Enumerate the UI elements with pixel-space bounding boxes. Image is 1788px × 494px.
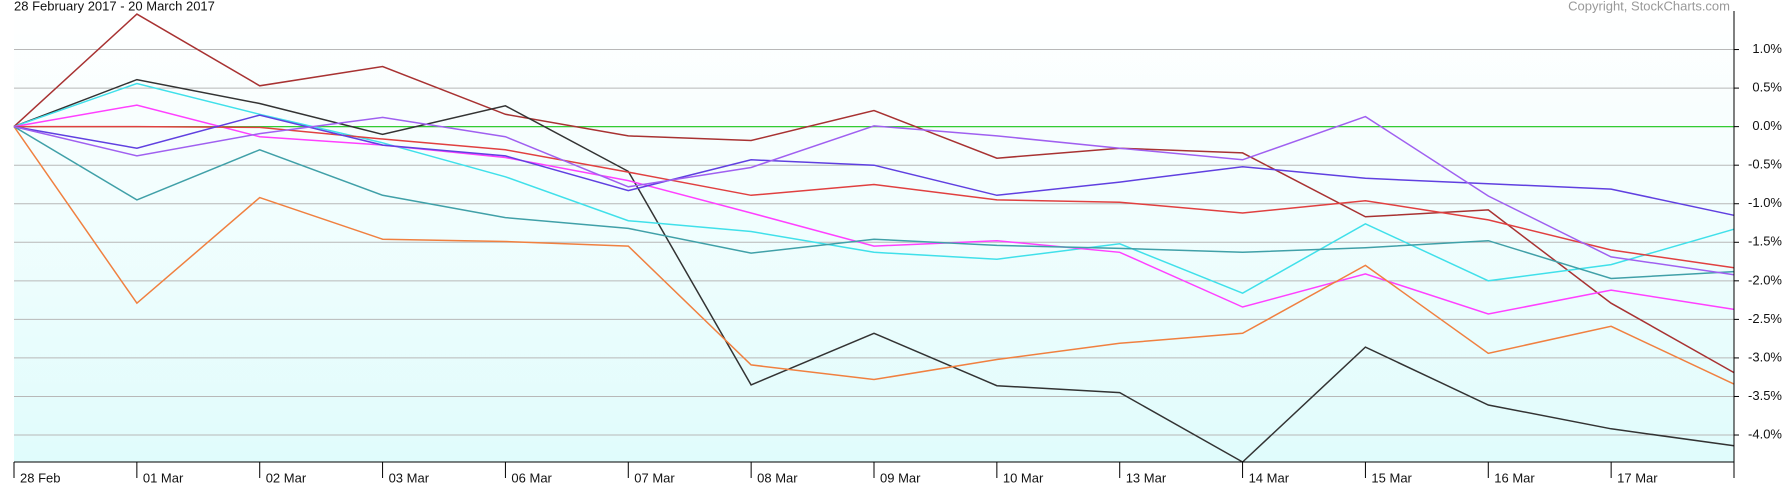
y-tick-label: 0.5% <box>1752 80 1782 95</box>
x-tick-label: 07 Mar <box>634 470 675 485</box>
y-tick-label: -2.5% <box>1748 311 1782 326</box>
series-line <box>13 104 1735 315</box>
series-line <box>13 126 1735 385</box>
x-tick-label: 14 Mar <box>1249 470 1290 485</box>
series-line <box>14 125 1735 269</box>
y-tick-label: -1.0% <box>1748 195 1782 210</box>
series-line <box>13 114 1735 217</box>
x-tick-label: 09 Mar <box>880 470 921 485</box>
copyright: Copyright, StockCharts.com <box>1568 0 1730 13</box>
series-line <box>13 13 1735 374</box>
y-tick-label: -2.0% <box>1748 272 1782 287</box>
plot-background <box>14 11 1734 462</box>
x-tick-label: 02 Mar <box>266 470 307 485</box>
y-tick-label: 0.0% <box>1752 118 1782 133</box>
x-tick-label: 13 Mar <box>1126 470 1167 485</box>
x-tick-label: 16 Mar <box>1494 470 1535 485</box>
series-line <box>13 125 1735 280</box>
series-line <box>13 82 1735 295</box>
series-line <box>13 78 1735 463</box>
x-tick-label: 15 Mar <box>1371 470 1412 485</box>
y-tick-label: -3.0% <box>1748 349 1782 364</box>
y-tick-label: -3.5% <box>1748 388 1782 403</box>
x-tick-label: 03 Mar <box>389 470 430 485</box>
x-tick-label: 17 Mar <box>1617 470 1658 485</box>
x-tick-label: 28 Feb <box>20 470 60 485</box>
x-tick-label: 01 Mar <box>143 470 184 485</box>
chart-subtitle: 28 February 2017 - 20 March 2017 <box>14 0 215 13</box>
y-tick-label: -4.0% <box>1748 426 1782 441</box>
x-tick-label: 06 Mar <box>511 470 552 485</box>
x-tick-label: 10 Mar <box>1003 470 1044 485</box>
y-tick-label: 1.0% <box>1752 41 1782 56</box>
y-tick-label: -1.5% <box>1748 234 1782 249</box>
series-line <box>13 115 1735 276</box>
x-tick-label: 08 Mar <box>757 470 798 485</box>
y-tick-label: -0.5% <box>1748 157 1782 172</box>
